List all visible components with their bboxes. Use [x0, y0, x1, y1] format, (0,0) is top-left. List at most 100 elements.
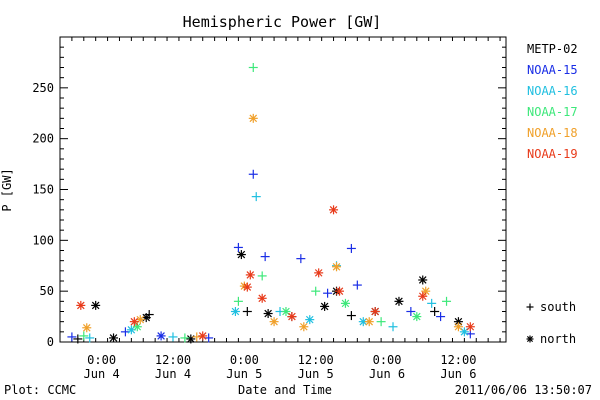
- data-point: [79, 331, 89, 341]
- data-point: [334, 286, 344, 296]
- data-point: [269, 317, 279, 327]
- data-point: [421, 286, 431, 296]
- star-stroke: [270, 317, 278, 326]
- plot-credit: Plot: CCMC: [4, 383, 76, 397]
- data-point: [135, 315, 145, 325]
- star-stroke: [157, 332, 165, 340]
- star-stroke: [249, 114, 258, 123]
- plot-frame: [59, 36, 507, 343]
- data-point: [418, 291, 428, 301]
- y-tick-label: 50: [40, 284, 54, 298]
- star-stroke: [282, 307, 290, 316]
- data-point: [260, 252, 270, 262]
- star-stroke: [359, 317, 368, 326]
- data-point: [192, 332, 202, 342]
- marker-legend-item: north: [526, 332, 576, 346]
- data-point: [257, 293, 267, 303]
- star-stroke: [335, 287, 344, 295]
- data-point: [311, 286, 321, 296]
- data-point: [453, 322, 463, 332]
- data-point: [76, 300, 86, 310]
- star-stroke: [288, 312, 296, 321]
- star-stroke: [243, 283, 252, 291]
- y-tick-label: 250: [32, 81, 54, 95]
- legend: METP-02 NOAA-15 NOAA-16 NOAA-17 NOAA-18 NOAA-…: [527, 42, 578, 161]
- data-point: [230, 307, 240, 316]
- data-point: [459, 327, 469, 337]
- data-point: [236, 250, 246, 260]
- data-point: [120, 327, 130, 337]
- x-tick-label-date: Jun 5: [226, 367, 262, 381]
- star-stroke: [300, 322, 308, 331]
- data-point: [257, 271, 267, 281]
- x-tick-label-date: Jun 6: [440, 367, 476, 381]
- x-tick-label-time: 12:00: [298, 353, 334, 367]
- star-stroke: [314, 269, 323, 277]
- star-stroke: [133, 322, 142, 331]
- star-stroke: [454, 322, 463, 331]
- data-point: [91, 300, 101, 310]
- legend-item: NOAA-15: [527, 63, 578, 77]
- data-point: [296, 254, 306, 264]
- data-point: [186, 334, 196, 344]
- data-point: [370, 307, 380, 316]
- star-stroke: [418, 292, 427, 301]
- legend-item: METP-02: [527, 42, 578, 56]
- legend-item: NOAA-19: [527, 147, 578, 161]
- data-point: [412, 312, 422, 322]
- star-stroke: [466, 322, 475, 331]
- data-point: [156, 331, 166, 341]
- star-stroke: [460, 328, 469, 336]
- data-point: [299, 322, 309, 332]
- data-point: [329, 205, 339, 215]
- star-stroke: [77, 301, 85, 310]
- data-point: [248, 169, 258, 179]
- data-point: [346, 243, 356, 253]
- star-stroke: [82, 323, 91, 332]
- marker-legend: south north: [526, 300, 576, 346]
- x-tick-label-time: 0:00: [87, 353, 116, 367]
- data-point: [281, 307, 291, 316]
- data-point: [314, 268, 324, 278]
- x-tick-label-date: Jun 4: [155, 367, 191, 381]
- data-point: [332, 262, 342, 272]
- data-point: [364, 317, 374, 327]
- star-stroke: [371, 307, 379, 316]
- data-point: [248, 63, 258, 72]
- data-point: [323, 288, 333, 298]
- data-point: [144, 310, 154, 320]
- data-point: [346, 311, 356, 321]
- star-stroke: [329, 206, 338, 214]
- plot-timestamp: 2011/06/06 13:50:07: [455, 383, 592, 397]
- data-point: [245, 270, 255, 280]
- x-tick-label-time: 0:00: [230, 353, 259, 367]
- data-point: [320, 301, 330, 311]
- data-point: [394, 296, 404, 306]
- data-point: [248, 113, 258, 123]
- data-point: [418, 275, 428, 285]
- x-axis-label: Date and Time: [238, 383, 332, 397]
- y-tick-label: 150: [32, 183, 54, 197]
- star-stroke: [332, 262, 341, 271]
- star-stroke: [264, 309, 272, 318]
- star-stroke: [526, 335, 534, 343]
- data-point: [109, 333, 119, 343]
- data-point: [180, 333, 190, 343]
- data-point: [168, 332, 178, 342]
- data-point: [305, 315, 315, 325]
- x-tick-label-date: Jun 6: [369, 367, 405, 381]
- star-stroke: [130, 317, 139, 326]
- chart-title: Hemispheric Power [GW]: [183, 13, 382, 31]
- y-tick-label: 200: [32, 132, 54, 146]
- data-point: [85, 333, 95, 343]
- star-stroke: [320, 302, 329, 311]
- data-point: [436, 312, 446, 322]
- star-stroke: [231, 307, 240, 316]
- data-point: [73, 334, 83, 344]
- legend-item: NOAA-16: [527, 84, 578, 98]
- marker-legend-label: south: [540, 300, 576, 314]
- data-point: [430, 307, 440, 316]
